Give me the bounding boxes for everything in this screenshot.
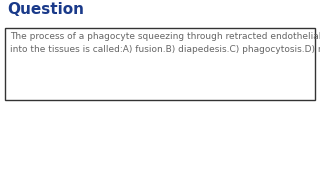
Bar [5,28,315,100]
Text: The process of a phagocyte squeezing through retracted endothelial cells to ente: The process of a phagocyte squeezing thr… [10,32,320,53]
Text: Question: Question [7,2,84,17]
